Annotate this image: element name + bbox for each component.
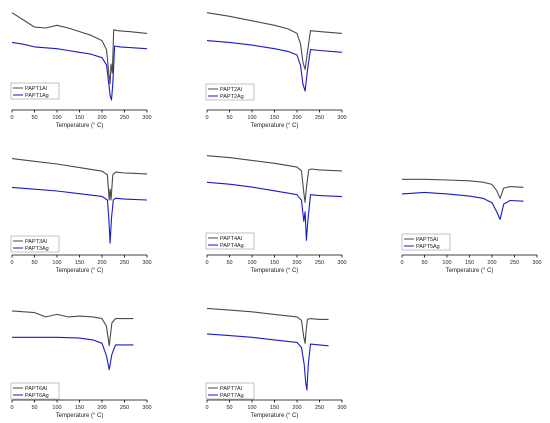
x-tick-label: 0 bbox=[205, 260, 208, 266]
x-axis-label: Temperature (° C) bbox=[56, 413, 104, 419]
x-tick-label: 250 bbox=[315, 405, 324, 411]
chart-panel-1: 0 50 100 150 200 250 300 Temperature (° C) PAPT1… bbox=[10, 12, 152, 129]
x-tick-label: 0 bbox=[10, 260, 13, 266]
x-tick-label: 200 bbox=[97, 405, 106, 411]
x-tick-label: 200 bbox=[292, 115, 301, 121]
chart-panel-7: 0 50 100 150 200 250 300 Temperature (° C) PAPT7… bbox=[205, 307, 347, 419]
series-line-papt2al bbox=[206, 12, 343, 70]
x-tick-label: 100 bbox=[247, 260, 256, 266]
legend-label-papt6al: PAPT6Al bbox=[25, 386, 47, 392]
x-axis-label: Temperature (° C) bbox=[446, 268, 494, 274]
x-tick-label: 300 bbox=[337, 260, 346, 266]
series-line-papt6ag bbox=[12, 336, 134, 371]
x-tick-label: 150 bbox=[465, 260, 474, 266]
x-tick-label: 150 bbox=[75, 405, 84, 411]
legend-label-papt2al: PAPT2Al bbox=[220, 87, 242, 93]
x-axis-label: Temperature (° C) bbox=[56, 123, 104, 129]
x-tick-label: 300 bbox=[532, 260, 541, 266]
x-tick-label: 50 bbox=[421, 260, 427, 266]
x-tick-label: 200 bbox=[292, 405, 301, 411]
x-tick-label: 100 bbox=[247, 115, 256, 121]
legend-label-papt1al: PAPT1Al bbox=[25, 86, 47, 92]
series-line-papt3al bbox=[11, 158, 148, 201]
x-tick-label: 50 bbox=[226, 405, 232, 411]
legend-label-papt3al: PAPT3Al bbox=[25, 239, 47, 245]
x-tick-label: 150 bbox=[270, 405, 279, 411]
x-tick-label: 50 bbox=[31, 260, 37, 266]
x-tick-label: 300 bbox=[142, 405, 151, 411]
x-axis-label: Temperature (° C) bbox=[251, 123, 299, 129]
x-tick-label: 200 bbox=[487, 260, 496, 266]
x-tick-label: 100 bbox=[247, 405, 256, 411]
x-tick-label: 200 bbox=[97, 260, 106, 266]
x-tick-label: 0 bbox=[10, 115, 13, 121]
x-tick-label: 0 bbox=[205, 115, 208, 121]
x-tick-label: 150 bbox=[75, 115, 84, 121]
series-line-papt4ag bbox=[206, 181, 343, 241]
x-tick-label: 0 bbox=[400, 260, 403, 266]
x-tick-label: 250 bbox=[120, 260, 129, 266]
x-axis-label: Temperature (° C) bbox=[251, 268, 299, 274]
chart-panel-4: 0 50 100 150 200 250 300 Temperature (° C) PAPT4… bbox=[205, 155, 347, 274]
x-tick-label: 50 bbox=[31, 115, 37, 121]
series-line-papt4al bbox=[206, 155, 343, 203]
series-line-papt6al bbox=[11, 310, 134, 347]
x-tick-label: 50 bbox=[226, 260, 232, 266]
x-tick-label: 50 bbox=[31, 405, 37, 411]
x-tick-label: 150 bbox=[270, 115, 279, 121]
legend-label-papt7al: PAPT7Al bbox=[220, 386, 242, 392]
x-tick-label: 100 bbox=[442, 260, 451, 266]
x-axis-label: Temperature (° C) bbox=[56, 268, 104, 274]
chart-panel-2: 0 50 100 150 200 250 300 Temperature (° C) PAPT2… bbox=[205, 12, 347, 129]
legend-label-papt3ag: PAPT3Ag bbox=[25, 246, 49, 252]
x-axis-label: Temperature (° C) bbox=[251, 413, 299, 419]
series-line-papt3ag bbox=[11, 186, 148, 244]
series-line-papt7ag bbox=[206, 333, 329, 391]
x-tick-label: 250 bbox=[510, 260, 519, 266]
chart-panel-3: 0 50 100 150 200 250 300 Temperature (° C) PAPT3… bbox=[10, 158, 152, 274]
series-line-papt1ag bbox=[11, 41, 148, 101]
x-tick-label: 100 bbox=[52, 115, 61, 121]
x-tick-label: 150 bbox=[75, 260, 84, 266]
legend-label-papt2ag: PAPT2Ag bbox=[220, 94, 244, 100]
x-tick-label: 50 bbox=[226, 115, 232, 121]
x-tick-label: 200 bbox=[97, 115, 106, 121]
legend-label-papt4ag: PAPT4Ag bbox=[220, 243, 244, 249]
x-tick-label: 250 bbox=[120, 115, 129, 121]
chart-panel-6: 0 50 100 150 200 250 300 Temperature (° C) PAPT6… bbox=[10, 310, 152, 419]
x-tick-label: 0 bbox=[205, 405, 208, 411]
x-tick-label: 250 bbox=[120, 405, 129, 411]
series-line-papt2ag bbox=[206, 40, 343, 92]
legend-label-papt6ag: PAPT6Ag bbox=[25, 393, 49, 399]
x-tick-label: 250 bbox=[315, 260, 324, 266]
x-tick-label: 300 bbox=[337, 115, 346, 121]
x-tick-label: 150 bbox=[270, 260, 279, 266]
x-tick-label: 300 bbox=[142, 115, 151, 121]
x-tick-label: 100 bbox=[52, 260, 61, 266]
x-tick-label: 300 bbox=[337, 405, 346, 411]
legend-label-papt7ag: PAPT7Ag bbox=[220, 393, 244, 399]
legend-label-papt4al: PAPT4Al bbox=[220, 236, 242, 242]
chart-panel-5: 0 50 100 150 200 250 300 Temperature (° C) PAPT5… bbox=[400, 178, 542, 274]
legend-label-papt5al: PAPT5Al bbox=[416, 237, 438, 243]
series-line-papt7al bbox=[206, 307, 329, 344]
series-line-papt5al bbox=[402, 178, 524, 199]
x-tick-label: 250 bbox=[315, 115, 324, 121]
x-tick-label: 200 bbox=[292, 260, 301, 266]
series-line-papt5ag bbox=[401, 191, 524, 220]
x-tick-label: 100 bbox=[52, 405, 61, 411]
x-tick-label: 300 bbox=[142, 260, 151, 266]
x-tick-label: 0 bbox=[10, 405, 13, 411]
series-line-papt1al bbox=[11, 12, 148, 85]
legend-label-papt5ag: PAPT5Ag bbox=[416, 244, 440, 250]
legend-label-papt1ag: PAPT1Ag bbox=[25, 93, 49, 99]
